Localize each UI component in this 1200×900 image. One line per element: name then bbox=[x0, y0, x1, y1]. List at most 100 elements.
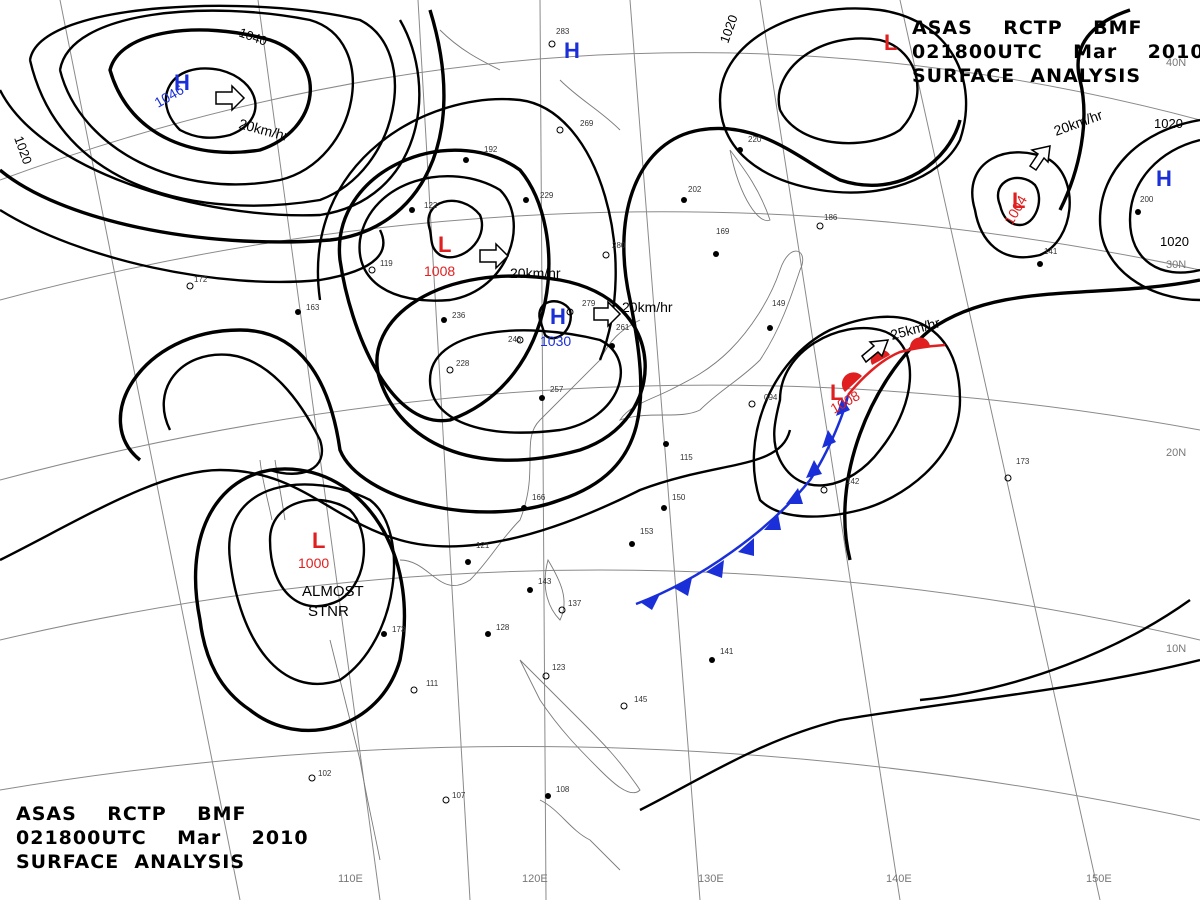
svg-text:173: 173 bbox=[392, 625, 406, 634]
cold-front-barb bbox=[822, 430, 836, 448]
svg-text:153: 153 bbox=[640, 527, 654, 536]
low-center-pacific: L bbox=[830, 380, 843, 405]
station-plot: 149 bbox=[767, 299, 786, 331]
lon-label-150e: 150E bbox=[1086, 873, 1112, 885]
station-plot: 094 bbox=[748, 393, 778, 408]
svg-text:236: 236 bbox=[452, 311, 466, 320]
cold-front bbox=[635, 394, 850, 610]
header-line-1: ASAS RCTP BMF bbox=[912, 17, 1143, 39]
svg-text:149: 149 bbox=[772, 299, 786, 308]
high-value-central: 1030 bbox=[540, 333, 571, 349]
low-center-southwest: L bbox=[312, 528, 325, 553]
cold-front-barb bbox=[764, 514, 781, 530]
svg-text:142: 142 bbox=[846, 477, 860, 486]
svg-text:169: 169 bbox=[716, 227, 730, 236]
svg-text:119: 119 bbox=[380, 259, 393, 268]
low-value-southwest: 1000 bbox=[298, 555, 329, 571]
station-plot: 220 bbox=[737, 135, 762, 153]
movement-arrow-pacific-low: 25km/hr bbox=[861, 314, 942, 364]
movement-arrow-central-high: 20km/hr bbox=[593, 299, 673, 328]
station-plots: 283 269 229 280 279 261 246 228 257 236 … bbox=[186, 27, 1154, 804]
station-plot: 261 bbox=[609, 323, 630, 349]
station-plot: 169 bbox=[713, 227, 730, 257]
svg-text:102: 102 bbox=[318, 769, 332, 778]
svg-text:150: 150 bbox=[672, 493, 686, 502]
svg-text:115: 115 bbox=[680, 453, 693, 462]
station-plot: 142 bbox=[820, 477, 860, 494]
station-plot: 269 bbox=[556, 119, 594, 134]
svg-text:200: 200 bbox=[1140, 195, 1154, 204]
station-plot: 141 bbox=[1037, 247, 1058, 267]
svg-text:192: 192 bbox=[484, 145, 498, 154]
svg-text:107: 107 bbox=[452, 791, 466, 800]
svg-text:257: 257 bbox=[550, 385, 564, 394]
svg-text:108: 108 bbox=[556, 785, 570, 794]
warm-front bbox=[841, 337, 946, 396]
high-center-north: H bbox=[564, 38, 580, 63]
station-plot: 173 bbox=[1004, 457, 1030, 482]
header-line-2: 021800UTC Mar 2010 bbox=[912, 41, 1200, 63]
pressure-centers: H 1046 H H 1030 H L 1008 L 1000 L 1008 L… bbox=[152, 30, 1172, 571]
station-plot: 143 bbox=[527, 577, 552, 593]
station-plot: 236 bbox=[441, 311, 466, 323]
cold-front-barb bbox=[640, 594, 660, 610]
low-value-northeast: 1004 bbox=[1001, 192, 1031, 227]
svg-text:20km/hr: 20km/hr bbox=[510, 265, 561, 281]
lat-label-10n: 10N bbox=[1166, 643, 1186, 655]
isobar-label-1040: 1040 bbox=[237, 25, 269, 49]
cold-front-barb bbox=[674, 578, 692, 596]
isobar-label-1020-north: 1020 bbox=[717, 13, 741, 45]
isobar-label-1020-east2: 1020 bbox=[1160, 234, 1189, 249]
lon-label-110e: 110E bbox=[338, 873, 363, 885]
svg-text:145: 145 bbox=[634, 695, 648, 704]
stationary-note: ALMOST STNR bbox=[302, 583, 364, 620]
station-plot: 172 bbox=[186, 275, 208, 290]
station-plot: 123 bbox=[542, 663, 566, 680]
svg-text:202: 202 bbox=[688, 185, 702, 194]
svg-text:143: 143 bbox=[538, 577, 552, 586]
svg-text:269: 269 bbox=[580, 119, 594, 128]
low-center-north-edge: L bbox=[884, 30, 897, 55]
station-plot: 279 bbox=[566, 299, 596, 316]
station-plot: 137 bbox=[558, 599, 582, 614]
header-line-3: SURFACE ANALYSIS bbox=[912, 65, 1142, 87]
svg-text:283: 283 bbox=[556, 27, 570, 36]
movement-arrow-north-china: 20km/hr bbox=[479, 242, 561, 281]
svg-text:123: 123 bbox=[552, 663, 566, 672]
station-plot: 111 bbox=[410, 679, 439, 694]
station-plot: 166 bbox=[521, 493, 546, 511]
station-plot: 119 bbox=[368, 259, 393, 274]
warm-front-bump bbox=[841, 372, 862, 392]
station-plot: 107 bbox=[442, 791, 466, 804]
coordinate-labels: 110E 120E 130E 140E 150E 40N 30N 20N 10N bbox=[338, 57, 1186, 885]
isobar-label-1020-west: 1020 bbox=[11, 134, 35, 166]
svg-text:163: 163 bbox=[306, 303, 320, 312]
lat-label-30n: 30N bbox=[1166, 259, 1186, 271]
station-plot: 192 bbox=[463, 145, 498, 163]
station-plot: 102 bbox=[308, 769, 332, 782]
station-plot: 163 bbox=[295, 303, 320, 315]
station-plot: 200 bbox=[1135, 195, 1154, 215]
svg-text:279: 279 bbox=[582, 299, 596, 308]
coastlines bbox=[259, 29, 804, 871]
station-plot: 128 bbox=[485, 623, 510, 637]
low-center-northeast: L bbox=[1012, 188, 1025, 213]
movement-arrow-northeast-low: 20km/hr bbox=[1028, 106, 1105, 172]
station-plot: 150 bbox=[661, 493, 686, 511]
isobars bbox=[0, 4, 1200, 812]
svg-text:166: 166 bbox=[532, 493, 546, 502]
station-plot: 186 bbox=[816, 213, 838, 230]
svg-text:229: 229 bbox=[540, 191, 554, 200]
station-plot: 202 bbox=[681, 185, 702, 203]
station-plot: 141 bbox=[709, 647, 734, 663]
svg-text:20km/hr: 20km/hr bbox=[1052, 106, 1105, 138]
station-plot: 246 bbox=[508, 335, 524, 344]
high-center-central: H bbox=[550, 304, 566, 329]
station-plot: 108 bbox=[545, 785, 570, 799]
header-line-3: SURFACE ANALYSIS bbox=[16, 851, 246, 873]
lon-label-120e: 120E bbox=[522, 873, 548, 885]
station-plot: 173 bbox=[381, 625, 406, 637]
svg-text:137: 137 bbox=[568, 599, 582, 608]
lat-label-40n: 40N bbox=[1166, 57, 1186, 69]
